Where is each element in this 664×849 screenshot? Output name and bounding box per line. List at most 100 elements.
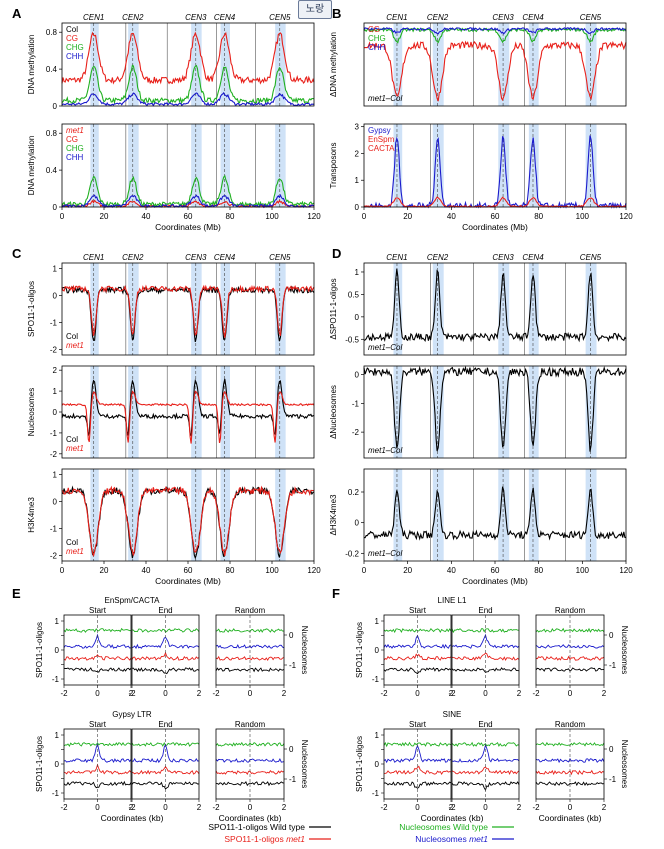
y-tick-label: 0.4 [46,166,58,175]
panel-letter-E: E [12,586,21,601]
profile-F-0: LINE L1 Start -2 0 2 End -2 0 2 Random -2 0 2 1 0 -1 0 -1… [355,596,629,698]
series-line [363,486,627,541]
profile-title: LINE L1 [438,596,467,605]
centromere-band [128,263,139,355]
y-axis-label: SPO11-1-oligos [35,736,44,792]
x-tick-label: -2 [212,803,220,812]
x-tick-label: 100 [576,566,590,575]
y-axis-label: Nucleosomes [300,740,309,788]
centromere-band [393,469,403,561]
plot-frame [61,262,315,356]
y-tick-label: 0 [355,371,360,380]
y-tick-label: 0 [355,313,360,322]
y-axis-label: SPO11-1-oligos [35,622,44,678]
x-tick-label: 40 [142,566,151,575]
profile-line [383,765,452,775]
profile-line [215,741,285,747]
centromere-band [432,366,444,458]
profile-line [63,741,132,748]
centromere-band [498,263,510,355]
y-axis-label: SPO11-1-oligos [27,281,36,337]
centromere-name: CEN2 [427,13,449,22]
y-tick-label: 0 [289,631,294,640]
legend-entry: Nucleosomes met1 [415,834,488,844]
centromere-band [528,124,539,207]
profile-sub-title: Random [555,606,586,615]
profile-sub-title: End [478,606,492,615]
y-tick-label: 0 [355,203,360,212]
y-tick-label: 3 [355,123,360,132]
y-tick-label: -1 [609,661,617,670]
legend-entry: CHG [368,34,386,43]
legend-entry: Col [66,538,78,547]
centromere-name: CEN2 [122,253,144,262]
centromere-name: CEN4 [214,13,236,22]
x-tick-label: 100 [576,212,590,221]
x-tick-label: -2 [380,803,388,812]
x-axis-label: Coordinates (kb) [539,813,602,823]
profile-line [451,766,520,775]
x-tick-label: 2 [282,689,287,698]
series-line [61,193,315,209]
series-line [61,64,315,105]
y-tick-label: -2 [50,346,58,355]
y-tick-label: -1 [50,429,58,438]
centromere-name: CEN1 [83,13,104,22]
y-tick-label: 0 [609,745,614,754]
y-tick-label: 1 [355,268,360,277]
y-tick-label: 0.8 [46,129,58,138]
series-line [61,31,315,85]
centromere-band [275,124,286,207]
y-tick-label: -1 [50,525,58,534]
x-tick-label: -2 [128,689,136,698]
centromere-band [585,23,597,106]
centromere-band [528,469,539,561]
x-tick-label: 0 [163,803,168,812]
panel-D-mid: -2 -1 0 ΔNucleosomes met1–Col [329,365,627,459]
x-tick-label: -2 [532,689,540,698]
centromere-band [128,469,139,561]
x-tick-label: 2 [602,803,607,812]
y-axis-label: Transposons [329,143,338,189]
profile-line [535,781,605,787]
centromere-band [498,469,510,561]
x-tick-label: -2 [532,803,540,812]
legend-entry: CACTA [368,144,395,153]
profile-line [383,741,452,748]
y-tick-label: -0.5 [345,335,359,344]
x-axis-label: Coordinates (Mb) [155,576,221,586]
tooltip: 노랑 [298,0,332,19]
y-axis-label: SPO11-1-oligos [355,622,364,678]
centromere-band [90,469,99,561]
centromere-band [191,124,202,207]
legend-entry: CHG [66,43,84,52]
x-tick-label: 20 [403,566,412,575]
y-tick-label: -2 [50,450,58,459]
centromere-band [220,469,230,561]
x-tick-label: 120 [619,566,633,575]
profile-line [63,780,132,789]
y-tick-label: 0.8 [46,28,58,37]
centromere-band [432,263,444,355]
x-tick-label: 60 [491,212,500,221]
legend-entry: CHH [66,153,84,162]
plot-frame [363,365,627,459]
profile-sub-title: End [158,606,172,615]
x-tick-label: 80 [534,212,543,221]
y-tick-label: 2 [53,366,58,375]
panel-letter-D: D [332,246,341,261]
legend-entry: CG [368,25,380,34]
legend-entry: met1 [66,547,84,556]
series-line [61,284,315,338]
x-tick-label: 2 [517,803,522,812]
x-tick-label: 120 [619,212,633,221]
legend-entry: CG [66,34,78,43]
centromere-band [128,366,139,458]
centromere-name: CEN5 [269,253,291,262]
centromere-band [275,23,286,106]
inset-label: met1–Col [368,343,402,352]
y-tick-label: 0.2 [348,488,360,497]
